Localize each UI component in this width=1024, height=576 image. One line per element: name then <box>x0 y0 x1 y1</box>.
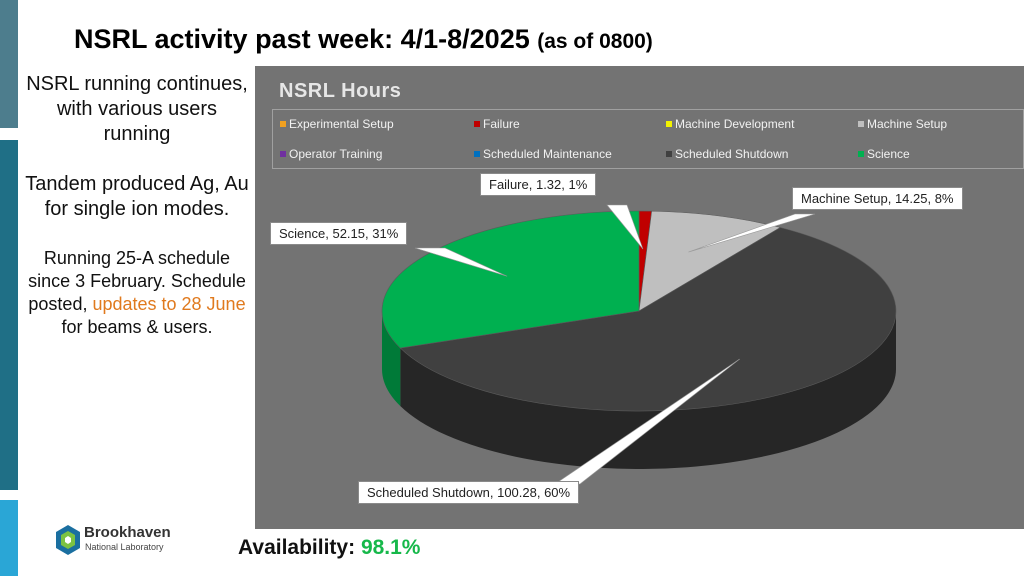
availability-value: 98.1% <box>360 536 421 559</box>
legend-label-machine-development: Machine Development <box>675 117 795 131</box>
legend-label-experimental-setup: Experimental Setup <box>289 117 394 131</box>
chart-legend: Experimental Setup Failure Machine Devel… <box>272 109 1024 169</box>
edge-bar-top <box>0 0 18 128</box>
data-label-scheduled-shutdown: Scheduled Shutdown, 100.28, 60% <box>358 481 580 504</box>
hexagon-logo-icon <box>56 525 80 555</box>
legend-label-operator-training: Operator Training <box>289 147 383 161</box>
brookhaven-logo: Brookhaven National Laboratory <box>54 523 184 557</box>
legend-label-failure: Failure <box>483 117 520 131</box>
note-running: NSRL running continues, with various use… <box>26 73 248 145</box>
legend-label-machine-setup: Machine Setup <box>867 117 948 131</box>
availability: Availability: 98.1% <box>238 536 420 560</box>
legend-item-scheduled-shutdown: Scheduled Shutdown <box>666 147 788 161</box>
data-label-science: Science, 52.15, 31% <box>270 222 408 245</box>
legend-item-scheduled-maintenance: Scheduled Maintenance <box>474 147 612 161</box>
legend-label-scheduled-shutdown: Scheduled Shutdown <box>675 147 789 161</box>
legend-item-experimental-setup: Experimental Setup <box>280 117 394 131</box>
page-title-main: NSRL activity past week: 4/1-8/2025 <box>74 24 530 54</box>
pie-side-scheduled-shutdown <box>400 311 896 469</box>
edge-bar-bottom <box>0 500 18 576</box>
legend-item-failure: Failure <box>474 117 520 131</box>
legend-label-science: Science <box>867 147 910 161</box>
note-schedule: Running 25-A schedule since 3 February. … <box>24 247 250 339</box>
legend-label-scheduled-maintenance: Scheduled Maintenance <box>483 147 612 161</box>
page-title-subtitle: (as of 0800) <box>537 30 653 53</box>
chart-title: NSRL Hours <box>279 80 402 102</box>
legend-swatch-scheduled-shutdown <box>666 151 672 157</box>
note-schedule-highlight: updates to 28 June <box>92 294 246 314</box>
leader-science <box>414 247 508 277</box>
legend-item-operator-training: Operator Training <box>280 147 382 161</box>
legend-item-machine-setup: Machine Setup <box>858 117 947 131</box>
leader-machine-setup <box>688 213 816 253</box>
chart-panel: NSRL Hours Experimental Setup Failure Ma… <box>255 66 1024 529</box>
legend-item-machine-development: Machine Development <box>666 117 794 131</box>
pie-chart <box>381 204 897 485</box>
legend-swatch-operator-training <box>280 151 286 157</box>
logo-subtitle: National Laboratory <box>85 542 164 552</box>
pie-slice-science <box>381 210 640 349</box>
legend-swatch-science <box>858 151 864 157</box>
sidebar-notes: NSRL running continues, with various use… <box>24 72 250 364</box>
logo-name: Brookhaven <box>84 524 171 541</box>
leader-failure <box>606 204 644 250</box>
legend-swatch-failure <box>474 121 480 127</box>
legend-item-science: Science <box>858 147 910 161</box>
legend-swatch-scheduled-maintenance <box>474 151 480 157</box>
availability-label: Availability: <box>238 536 356 559</box>
page-title: NSRL activity past week: 4/1-8/2025 (as … <box>74 24 653 55</box>
note-schedule-b: for beams & users. <box>61 317 213 337</box>
edge-bar-middle <box>0 140 18 490</box>
legend-swatch-experimental-setup <box>280 121 286 127</box>
legend-swatch-machine-development <box>666 121 672 127</box>
pie-side-science <box>382 311 401 407</box>
pie-slice-scheduled-shutdown <box>399 227 897 412</box>
data-label-machine-setup: Machine Setup, 14.25, 8% <box>792 187 963 210</box>
note-schedule-a: Running 25-A schedule since 3 February. … <box>28 248 246 314</box>
legend-swatch-machine-setup <box>858 121 864 127</box>
note-tandem: Tandem produced Ag, Au for single ion mo… <box>25 173 249 220</box>
data-label-failure: Failure, 1.32, 1% <box>480 173 597 196</box>
